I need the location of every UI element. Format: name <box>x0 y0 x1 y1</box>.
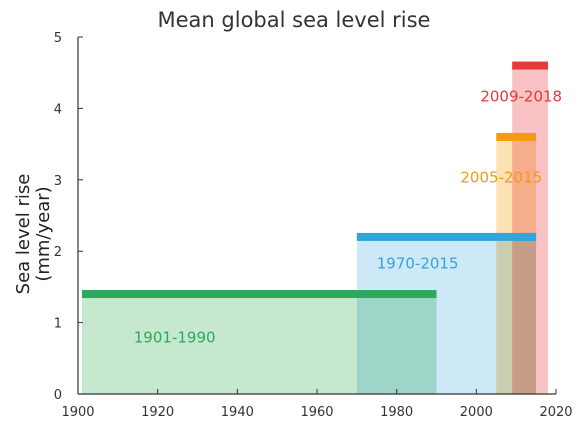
period-label-2009-2018: 2009-2018 <box>480 87 562 105</box>
y-tick-label: 0 <box>54 388 62 403</box>
y-tick-label: 5 <box>54 31 62 46</box>
x-tick-label: 2000 <box>460 405 493 420</box>
x-tick-label: 1980 <box>380 405 413 420</box>
period-label-1901-1990: 1901-1990 <box>134 329 216 347</box>
x-tick-label: 1920 <box>141 405 174 420</box>
y-tick-label: 1 <box>54 317 62 332</box>
y-tick-label: 4 <box>54 102 62 117</box>
period-bar-2009-2018 <box>512 61 549 70</box>
chart-title: Mean global sea level rise <box>157 8 431 32</box>
period-label-1970-2015: 1970-2015 <box>377 254 459 272</box>
period-bar-1970-2015 <box>356 232 537 241</box>
y-tick-label: 2 <box>54 245 62 260</box>
x-tick-label: 2020 <box>539 405 572 420</box>
x-tick-label: 1940 <box>221 405 254 420</box>
x-tick-label: 1900 <box>61 405 94 420</box>
period-bar-2005-2015 <box>496 132 537 141</box>
period-area-2009-2018 <box>512 65 549 394</box>
period-label-2005-2015: 2005-2015 <box>460 169 542 187</box>
y-tick-label: 3 <box>54 174 62 189</box>
period-bar-1901-1990 <box>81 290 437 299</box>
x-tick-label: 1960 <box>300 405 333 420</box>
